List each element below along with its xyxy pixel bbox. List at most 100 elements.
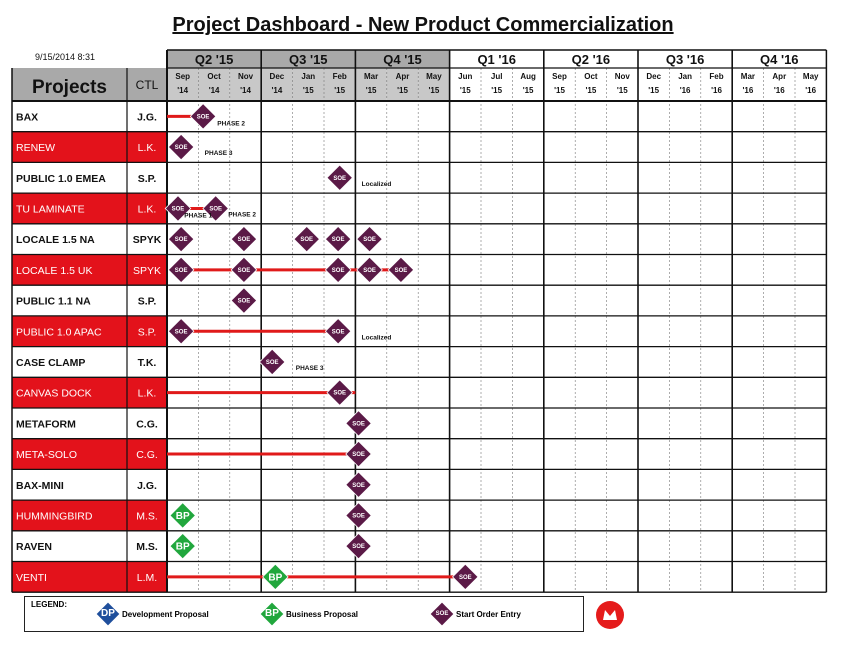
quarter-label: Q4 '16 [760, 52, 799, 67]
milestone-label: SOE [459, 575, 472, 581]
project-ctl: SPYK [133, 234, 162, 246]
milestone-label: SOE [333, 176, 346, 182]
legend-text-bp: Business Proposal [286, 609, 359, 619]
soe-milestone-icon: SOE [167, 133, 195, 161]
quarter-header-bg [638, 50, 733, 68]
quarter-label: Q2 '15 [195, 52, 234, 67]
month-header-bg [198, 68, 230, 101]
month-label: Aug [520, 72, 536, 81]
bp-milestone-icon: BP [169, 532, 196, 560]
month-label: Apr [772, 72, 786, 81]
milestone-note: Localized [362, 334, 392, 341]
month-label: May [803, 72, 819, 81]
milestone-label: SOE [238, 299, 251, 305]
month-year-label: '15 [334, 86, 345, 95]
quarter-header-bg [732, 50, 827, 68]
project-row-bg [12, 131, 167, 163]
project-ctl: J.G. [137, 111, 157, 123]
month-header-bg [732, 68, 764, 101]
month-label: Oct [207, 72, 221, 81]
soe-milestone-icon: SOE [167, 317, 195, 345]
soe-milestone-icon: SOE [345, 471, 372, 499]
legend-text-soe: Start Order Entry [456, 609, 521, 619]
quarter-label: Q1 '16 [477, 52, 516, 67]
project-ctl: M.S. [136, 541, 158, 553]
milestone-note: Localized [362, 181, 392, 188]
month-header-bg [669, 68, 701, 101]
milestone-label: SOE [352, 544, 365, 550]
month-year-label: '15 [428, 86, 439, 95]
project-name: LOCALE 1.5 UK [16, 265, 92, 277]
month-label: Dec [270, 72, 285, 81]
legend-text-dp: Development Proposal [122, 609, 209, 619]
milestone-label: SOE [352, 452, 365, 458]
month-label: Jan [678, 72, 692, 81]
project-row-bg [12, 438, 167, 470]
project-row-bg [12, 346, 167, 378]
milestone-label: SOE [175, 145, 188, 151]
bp-milestone-icon: BP [169, 502, 196, 529]
milestone-diamond [326, 164, 353, 192]
month-header-bg [449, 68, 481, 101]
legend-item-soe: SOE Start Order Entry [430, 602, 521, 626]
month-label: Nov [615, 72, 631, 81]
month-label: Sep [552, 72, 567, 81]
month-label: Sep [175, 72, 190, 81]
project-name: PUBLIC 1.0 EMEA [16, 173, 106, 185]
milestone-diamond [167, 133, 195, 161]
soe-milestone-icon: SOE [167, 256, 195, 284]
legend-label: LEGEND: [31, 600, 67, 609]
project-name: CASE CLAMP [16, 357, 85, 369]
milestone-diamond [167, 317, 195, 345]
date-stamp: 9/15/2014 8:31 [35, 52, 96, 62]
project-name: BAX-MINI [16, 480, 64, 492]
month-header-bg [700, 68, 733, 101]
project-row-bg [12, 469, 167, 501]
milestone-label: SOE [332, 237, 345, 243]
soe-milestone-icon: SOE [345, 440, 372, 468]
dashboard-grid: Projects CTL Q2 '15 Q3 '15 Q4 '15 Q1 '16 Q2 '1… [11, 49, 828, 593]
project-name: METAFORM [16, 418, 76, 430]
project-name: VENTI [16, 572, 47, 584]
project-ctl: L.K. [138, 388, 157, 400]
milestone-label: SOE [363, 268, 376, 274]
project-row-bg [12, 162, 167, 194]
project-row-bg [12, 193, 167, 224]
soe-milestone-icon: SOE [324, 225, 352, 253]
project-ctl: S.P. [138, 326, 157, 338]
month-year-label: '15 [523, 86, 534, 95]
month-year-label: '16 [711, 86, 722, 95]
project-name: META-SOLO [16, 449, 77, 461]
milestone-label: SOE [352, 513, 365, 519]
milestone-diamond [345, 502, 372, 529]
project-row-bg [12, 561, 167, 593]
project-ctl: SPYK [133, 265, 161, 277]
bp-milestone-icon: BP [262, 563, 289, 591]
month-year-label: '14 [240, 86, 251, 95]
milestone-label: SOE [333, 391, 346, 397]
soe-milestone-icon: SOE [230, 287, 258, 314]
month-year-label: '14 [271, 86, 282, 95]
milestone-diamond [345, 532, 372, 560]
milestone-label: BP [176, 542, 190, 553]
milestone-label: SOE [352, 421, 365, 427]
month-label: Oct [584, 72, 598, 81]
milestone-diamond [167, 256, 195, 284]
page-title: Project Dashboard - New Product Commerci… [172, 14, 674, 36]
project-row-bg [12, 101, 167, 132]
milestone-diamond [230, 225, 258, 253]
milestone-diamond [326, 379, 353, 406]
quarter-label: Q3 '16 [666, 52, 705, 67]
legend-item-bp: BP Business Proposal [260, 602, 359, 626]
legend-item-dp: DP Development Proposal [96, 602, 209, 626]
project-row-bg [12, 254, 167, 286]
month-label: Feb [709, 72, 723, 81]
month-header-bg [481, 68, 513, 101]
month-header-bg [512, 68, 544, 101]
project-row-bg [12, 377, 167, 408]
milestone-diamond [345, 440, 372, 468]
soe-milestone-icon: SOE [202, 195, 229, 222]
month-year-label: '14 [177, 86, 188, 95]
month-label: Jun [458, 72, 472, 81]
month-header-bg [575, 68, 607, 101]
